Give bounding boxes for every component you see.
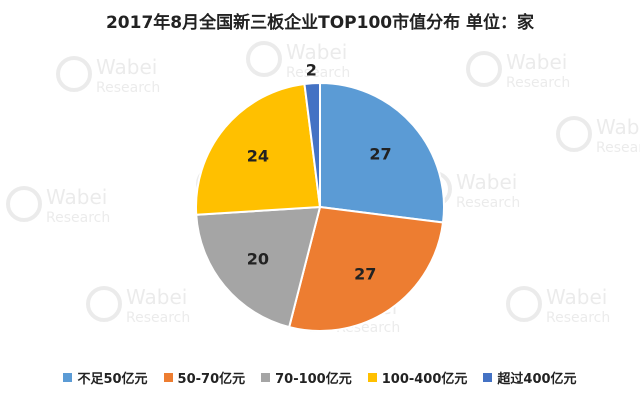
legend-label: 不足50亿元 xyxy=(77,372,148,387)
pie-data-labels: 27 27 20 24 2 xyxy=(247,60,392,283)
svg-text:Research: Research xyxy=(546,310,610,326)
legend-label: 70-100亿元 xyxy=(275,372,352,387)
svg-text:Wabei: Wabei xyxy=(546,285,607,309)
data-label-3: 24 xyxy=(247,147,269,166)
chart-title: 2017年8月全国新三板企业TOP100市值分布 单位：家 xyxy=(105,13,535,33)
pie-slice-2 xyxy=(195,205,322,329)
legend-item-1: 50-70亿元 xyxy=(163,368,246,387)
pie-slice-0 xyxy=(319,81,445,224)
legend-item-2: 70-100亿元 xyxy=(261,368,352,387)
legend-label: 超过400亿元 xyxy=(497,372,577,387)
pie-slices xyxy=(195,81,445,332)
data-label-0: 27 xyxy=(369,145,391,164)
legend-label: 100-400亿元 xyxy=(381,372,468,387)
svg-text:Research: Research xyxy=(506,75,570,91)
legend-swatch xyxy=(367,373,377,382)
legend-item-3: 100-400亿元 xyxy=(367,368,468,387)
svg-text:Research: Research xyxy=(596,140,640,156)
pie-slice-3 xyxy=(195,82,322,216)
legend-swatch xyxy=(63,373,73,382)
data-label-1: 27 xyxy=(354,265,376,284)
pie-slice-1 xyxy=(287,205,445,332)
svg-text:Research: Research xyxy=(126,310,190,326)
legend-item-4: 超过400亿元 xyxy=(483,368,577,387)
legend-label: 50-70亿元 xyxy=(177,372,246,387)
svg-text:Research: Research xyxy=(46,210,110,226)
pie-slice-4 xyxy=(303,81,321,208)
svg-text:Wabei: Wabei xyxy=(96,55,157,79)
chart-legend: 不足50亿元 50-70亿元 70-100亿元 100-400亿元 超过400亿元 xyxy=(0,368,640,387)
svg-text:Research: Research xyxy=(286,65,350,81)
svg-text:Wabei: Wabei xyxy=(596,115,640,139)
svg-text:Wabei: Wabei xyxy=(506,50,567,74)
legend-swatch xyxy=(261,373,271,382)
svg-text:Research: Research xyxy=(96,80,160,96)
svg-text:Wabei: Wabei xyxy=(286,40,347,64)
svg-text:Wabei: Wabei xyxy=(456,170,517,194)
legend-swatch xyxy=(163,373,173,382)
svg-text:Wabei: Wabei xyxy=(126,285,187,309)
legend-item-0: 不足50亿元 xyxy=(63,368,148,387)
svg-text:Wabei: Wabei xyxy=(46,185,107,209)
legend-swatch xyxy=(483,373,493,382)
svg-text:Research: Research xyxy=(456,195,520,211)
data-label-2: 20 xyxy=(247,249,269,268)
data-label-4: 2 xyxy=(306,60,317,79)
